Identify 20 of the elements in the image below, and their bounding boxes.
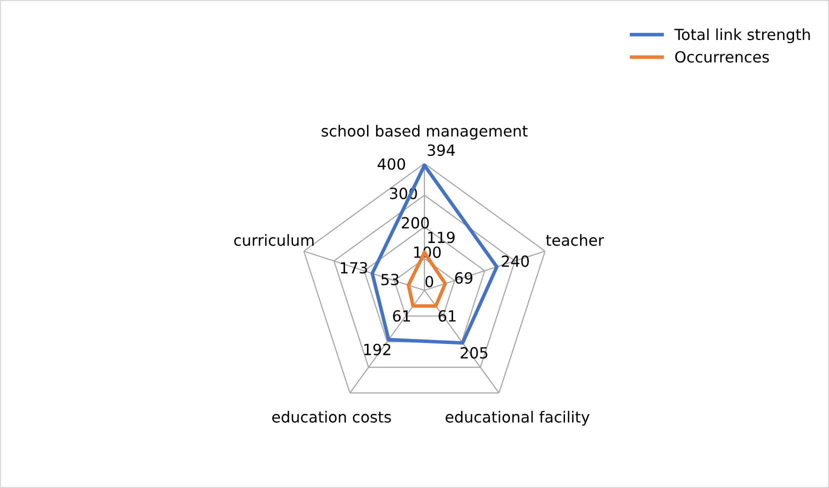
spoke-label: educational facility bbox=[446, 410, 590, 426]
spoke-label: education costs bbox=[272, 410, 391, 423]
y-tick-label: 400 bbox=[378, 158, 406, 170]
data-label: 61 bbox=[392, 310, 410, 322]
data-label: 119 bbox=[428, 232, 455, 244]
data-label: 394 bbox=[428, 144, 455, 156]
data-label: 69 bbox=[455, 272, 472, 284]
y-tick-label: 200 bbox=[402, 217, 429, 229]
spoke-label: curriculum bbox=[234, 234, 314, 246]
data-label: 173 bbox=[340, 262, 368, 274]
legend-label: Occurrences bbox=[675, 51, 769, 63]
legend-label: Total link strength bbox=[674, 28, 810, 44]
spoke-label: school based management bbox=[322, 124, 528, 140]
data-label: 205 bbox=[460, 347, 488, 359]
y-tick-label: 0 bbox=[425, 276, 434, 288]
data-label: 240 bbox=[502, 255, 529, 267]
data-label: 61 bbox=[438, 310, 456, 322]
spoke-label: teacher bbox=[546, 234, 604, 246]
data-label: 53 bbox=[381, 274, 398, 286]
data-label: 192 bbox=[364, 344, 390, 356]
